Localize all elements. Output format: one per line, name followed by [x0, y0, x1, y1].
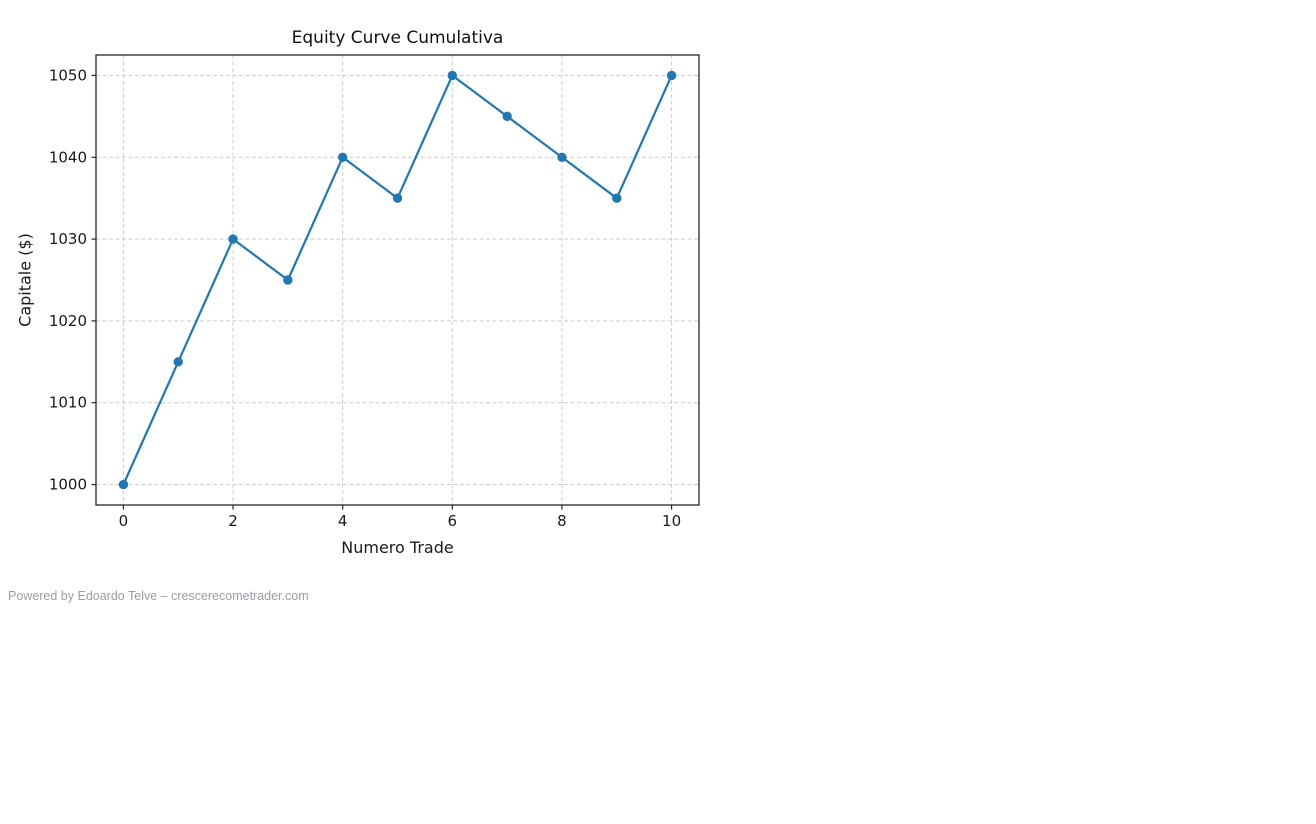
y-tick-label: 1020	[49, 312, 87, 330]
x-tick-label: 4	[338, 512, 348, 530]
y-tick-label: 1030	[49, 230, 87, 248]
x-tick-label: 6	[448, 512, 458, 530]
data-point	[173, 357, 183, 367]
y-tick-label: 1000	[49, 476, 87, 494]
data-point	[337, 152, 348, 162]
x-axis-label: Numero Trade	[341, 538, 454, 557]
chart-title: Equity Curve Cumulativa	[291, 28, 504, 48]
data-point	[283, 275, 293, 285]
x-tick-label: 8	[557, 512, 567, 530]
data-point	[447, 70, 458, 81]
y-tick-label: 1010	[49, 394, 87, 412]
x-tick-label: 10	[662, 512, 681, 530]
x-tick-label: 2	[228, 512, 238, 530]
equity-curve-chart: 0 2 4 6 8 10 1000 1010 1020 1030 1040 1050	[49, 54, 700, 530]
y-tick-label: 1040	[49, 148, 87, 166]
plot-border	[95, 54, 700, 506]
data-point	[557, 152, 567, 162]
data-point	[118, 479, 129, 490]
footer-credit: Powered by Edoardo Telve – crescerecomet…	[8, 589, 309, 603]
x-tick-label: 0	[119, 512, 129, 530]
y-tick-label: 1050	[49, 66, 87, 84]
data-point	[228, 234, 238, 244]
data-point	[502, 111, 512, 122]
equity-line	[122, 74, 673, 486]
data-point	[392, 193, 403, 203]
data-point	[666, 70, 677, 81]
data-point	[612, 193, 622, 203]
